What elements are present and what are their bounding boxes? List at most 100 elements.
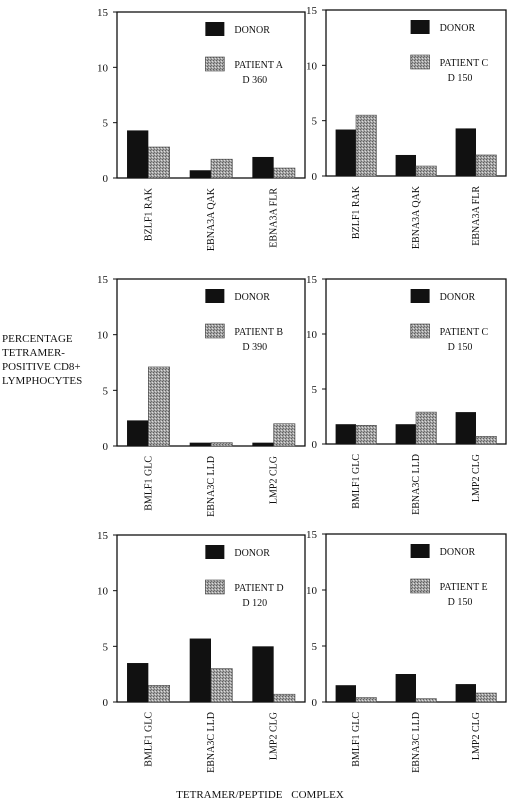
legend-swatch-donor <box>410 289 430 303</box>
bar-donor <box>127 130 149 178</box>
bar-donor <box>127 420 149 446</box>
category-label: EBNA3A QAK <box>411 185 422 249</box>
legend-label-donor: DONOR <box>440 292 476 303</box>
legend-label-donor: DONOR <box>234 25 270 36</box>
bar-patient <box>148 684 170 703</box>
bar-donor <box>455 412 476 444</box>
y-tick-label: 5 <box>103 118 109 130</box>
legend-swatch-donor <box>410 20 430 34</box>
legend-label-donor: DONOR <box>440 23 476 34</box>
category-label: EBNA3A FLR <box>269 188 280 248</box>
bar-patient <box>355 114 377 177</box>
legend-label-day: D 120 <box>242 598 267 609</box>
y-tick-label: 15 <box>97 530 109 542</box>
bar-patient <box>148 366 170 447</box>
bar-donor <box>127 663 149 702</box>
bar-donor <box>455 128 476 176</box>
y-axis-label-line: PERCENTAGE <box>2 333 73 345</box>
legend-label-patient: PATIENT C <box>440 58 489 69</box>
legend-label-patient: PATIENT E <box>440 582 488 593</box>
y-tick-label: 5 <box>312 384 318 396</box>
legend-label-patient: PATIENT B <box>234 327 283 338</box>
legend-label-patient: PATIENT C <box>440 327 489 338</box>
legend-swatch-donor <box>205 22 225 36</box>
y-tick-label: 0 <box>312 697 318 709</box>
y-tick-label: 0 <box>312 439 318 451</box>
category-label: EBNA3A QAK <box>206 187 217 251</box>
y-tick-label: 10 <box>306 60 318 72</box>
bar-donor <box>189 638 211 702</box>
bar-patient <box>210 158 233 179</box>
y-tick-label: 10 <box>97 586 109 598</box>
legend-label-day: D 150 <box>448 597 473 608</box>
legend-swatch-donor <box>410 544 430 558</box>
bar-patient <box>475 692 497 703</box>
y-tick-label: 5 <box>312 116 318 128</box>
bar-donor <box>335 129 356 176</box>
y-tick-label: 5 <box>103 385 109 397</box>
bar-patient <box>273 423 296 447</box>
bar-patient <box>415 165 437 177</box>
bar-donor <box>335 685 356 702</box>
legend-swatch-donor <box>205 289 225 303</box>
category-label: EBNA3C LLD <box>411 454 422 515</box>
bar-donor <box>395 424 416 444</box>
bar-donor <box>395 154 416 176</box>
legend-label-donor: DONOR <box>234 548 270 559</box>
y-tick-label: 10 <box>97 330 109 342</box>
legend-label-donor: DONOR <box>234 292 270 303</box>
category-label: BMLF1 GLC <box>143 712 154 767</box>
category-label: LMP2 CLG <box>269 712 280 760</box>
bar-donor <box>189 170 211 178</box>
bar-patient <box>273 167 296 179</box>
bar-patient <box>210 442 233 447</box>
legend-label-day: D 390 <box>242 342 267 353</box>
y-tick-label: 15 <box>97 7 109 19</box>
bar-patient <box>415 411 437 445</box>
legend-label-day: D 150 <box>448 342 473 353</box>
bar-patient <box>210 668 233 703</box>
bar-donor <box>455 684 476 702</box>
y-tick-label: 0 <box>103 697 109 709</box>
category-label: LMP2 CLG <box>269 456 280 504</box>
y-tick-label: 0 <box>103 173 109 185</box>
y-axis-label: PERCENTAGE TETRAMER- POSITIVE CD8+ LYMPH… <box>2 332 114 388</box>
bar-donor <box>335 424 356 444</box>
category-label: BMLF1 GLC <box>351 712 362 767</box>
category-label: BZLF1 RAK <box>143 187 154 241</box>
legend-swatch-patient <box>410 54 430 70</box>
legend-swatch-patient <box>205 323 225 339</box>
bar-patient <box>475 435 497 445</box>
category-label: BZLF1 RAK <box>351 185 362 239</box>
bar-donor <box>252 442 274 446</box>
category-label: LMP2 CLG <box>471 712 482 760</box>
bar-patient <box>355 424 377 445</box>
bar-donor <box>252 156 274 178</box>
bar-patient <box>415 698 437 703</box>
bar-patient <box>475 154 497 177</box>
y-axis-label-line: POSITIVE CD8+ <box>2 361 81 373</box>
legend-swatch-patient <box>205 579 225 595</box>
category-label: EBNA3A FLR <box>471 186 482 246</box>
bar-donor <box>395 674 416 702</box>
category-label: EBNA3C LLD <box>411 712 422 773</box>
y-tick-label: 15 <box>306 274 318 286</box>
y-tick-label: 10 <box>306 329 318 341</box>
bar-donor <box>189 442 211 446</box>
y-axis-label-line: LYMPHOCYTES <box>2 375 83 387</box>
y-tick-label: 10 <box>306 585 318 597</box>
y-tick-label: 15 <box>97 274 109 286</box>
legend-swatch-patient <box>205 56 225 72</box>
bar-patient <box>273 693 296 703</box>
y-tick-label: 0 <box>103 441 109 453</box>
y-axis-label-line: TETRAMER- <box>2 347 65 359</box>
y-tick-label: 15 <box>306 5 318 17</box>
legend-label-patient: PATIENT D <box>234 583 283 594</box>
y-tick-label: 5 <box>103 641 109 653</box>
x-axis-label: TETRAMER/PEPTIDE COMPLEX <box>176 789 344 801</box>
y-tick-label: 0 <box>312 171 318 183</box>
y-tick-label: 10 <box>97 62 109 74</box>
bar-donor <box>252 646 274 702</box>
bar-patient <box>148 146 170 179</box>
